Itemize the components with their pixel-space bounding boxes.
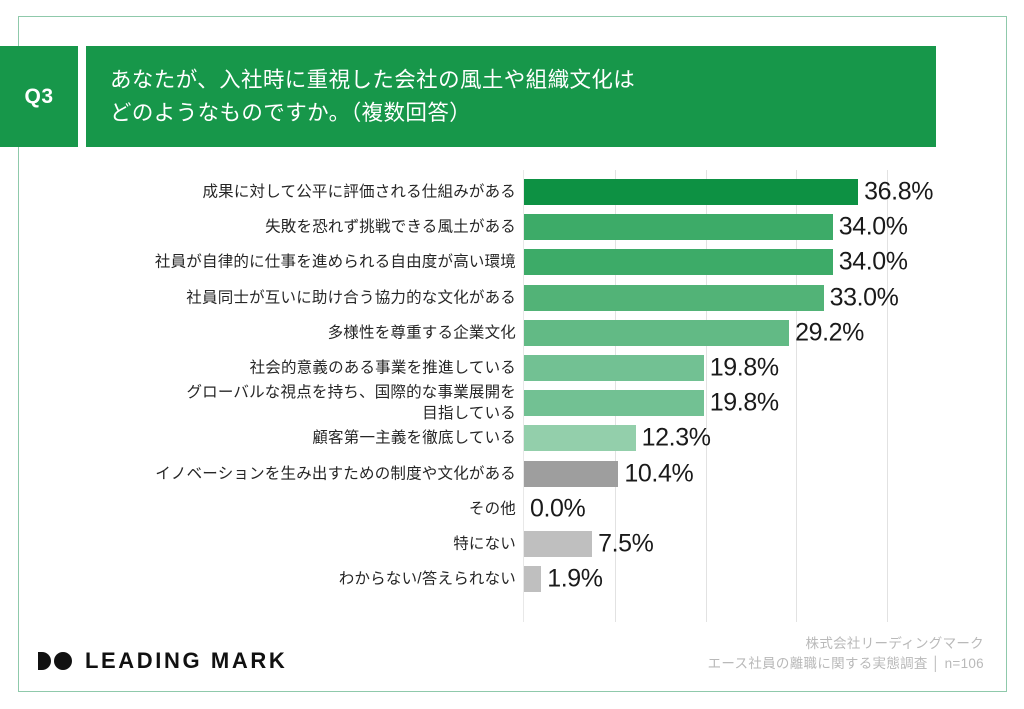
category-label: 失敗を恐れず挑戦できる風土がある (265, 218, 516, 236)
bar-segment (524, 355, 704, 381)
bar-segment (524, 460, 619, 487)
bar-segment (524, 214, 833, 241)
logo-mark-icon (38, 652, 72, 670)
category-label: 顧客第一主義を徹底している (312, 429, 516, 447)
bar-value-label: 7.5% (598, 529, 654, 558)
question-number-label: Q3 (24, 84, 54, 108)
question-number-badge: Q3 (0, 46, 78, 147)
bar-value-label: 29.2% (795, 318, 865, 347)
category-label: 成果に対して公平に評価される仕組みがある (202, 183, 516, 201)
category-label: 多様性を尊重する企業文化 (327, 324, 516, 342)
category-label: 社員同士が互いに助け合う協力的な文化がある (186, 289, 516, 307)
bar-segment (524, 249, 833, 276)
gridline-20 (705, 170, 707, 622)
bar-value-label: 34.0% (838, 212, 908, 241)
category-label: 社会的意義のある事業を推進している (249, 359, 516, 377)
chart-axis-baseline (523, 170, 524, 622)
bar-segment (524, 425, 636, 452)
bar-segment (524, 566, 542, 593)
category-label: 社員が自律的に仕事を進められる自由度が高い環境 (154, 253, 516, 271)
bar-value-label: 10.4% (624, 459, 694, 488)
gridline-40 (887, 170, 889, 622)
bar-chart: 成果に対して公平に評価される仕組みがある 36.8% 失敗を恐れず挑戦できる風土があ… (0, 170, 1024, 630)
logo-wordmark: LEADING MARK (85, 648, 288, 673)
footer-company: 株式会社リーディングマーク (805, 636, 984, 651)
leading-mark-logo: LEADING MARK (38, 648, 287, 674)
category-label: イノベーションを生み出すための制度や文化がある (155, 465, 516, 483)
bar-value-label: 33.0% (829, 283, 899, 312)
bar-value-label: 19.8% (709, 388, 779, 417)
bar-segment (524, 284, 824, 311)
bar-segment (524, 390, 704, 417)
question-title-line-1: あなたが、入社時に重視した会社の風土や組織文化は (110, 67, 636, 92)
question-title-bar: あなたが、入社時に重視した会社の風土や組織文化は どのようなものですか。（複数回… (86, 46, 936, 147)
bar-value-label: 0.0% (530, 494, 586, 523)
bar-value-label: 34.0% (838, 247, 908, 276)
footer-credits: 株式会社リーディングマーク エース社員の離職に関する実態調査 │ n=106 (708, 634, 984, 674)
bar-segment (524, 531, 593, 557)
question-title-line-2: どのようなものですか。（複数回答） (110, 100, 472, 125)
bar-segment (524, 179, 859, 205)
bar-segment (524, 319, 790, 346)
gridline-30 (796, 170, 798, 622)
category-label: その他 (468, 500, 516, 518)
footer-survey: エース社員の離職に関する実態調査 │ n=106 (707, 656, 984, 671)
category-label: 特にない (453, 535, 516, 553)
category-label: わからない/答えられない (338, 570, 516, 588)
category-label: グローバルな視点を持ち、国際的な事業展開を 目指している (186, 384, 516, 423)
bar-value-label: 1.9% (547, 564, 603, 593)
bar-value-label: 19.8% (709, 353, 779, 382)
bar-value-label: 36.8% (864, 177, 934, 206)
bar-value-label: 12.3% (641, 423, 711, 452)
